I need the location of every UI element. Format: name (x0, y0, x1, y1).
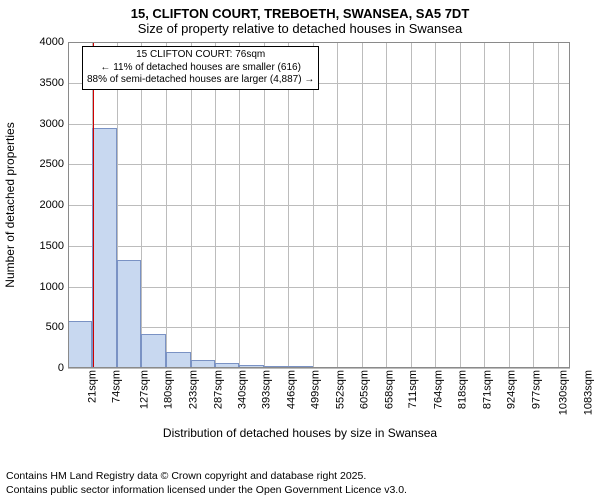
histogram-bar (264, 366, 288, 368)
annotation-box: 15 CLIFTON COURT: 76sqm← 11% of detached… (82, 46, 319, 90)
grid-line-vertical (386, 42, 387, 368)
grid-line-vertical (264, 42, 265, 368)
grid-line-vertical (239, 42, 240, 368)
x-tick-label: 924sqm (504, 370, 518, 409)
histogram-bar (509, 367, 533, 368)
x-tick-label: 764sqm (430, 370, 444, 409)
x-tick-label: 552sqm (332, 370, 346, 409)
grid-line-horizontal (68, 164, 570, 165)
histogram-bar (239, 365, 263, 368)
x-tick-label: 233sqm (185, 370, 199, 409)
plot-area: 05001000150020002500300035004000 21sqm74… (68, 42, 570, 368)
grid-line-horizontal (68, 124, 570, 125)
x-tick-label: 605sqm (357, 370, 371, 409)
x-tick-label: 446sqm (283, 370, 297, 409)
grid-line-vertical (166, 42, 167, 368)
grid-line-vertical (313, 42, 314, 368)
grid-line-vertical (68, 42, 69, 368)
histogram-bar (484, 367, 508, 368)
x-tick-label: 499sqm (308, 370, 322, 409)
histogram-bar (166, 352, 191, 368)
chart-container: 15, CLIFTON COURT, TREBOETH, SWANSEA, SA… (0, 0, 600, 500)
grid-line-vertical (558, 42, 559, 368)
grid-line-horizontal (68, 205, 570, 206)
grid-line-horizontal (68, 287, 570, 288)
x-axis-label: Distribution of detached houses by size … (0, 426, 600, 440)
grid-line-horizontal (68, 246, 570, 247)
histogram-bar (435, 367, 459, 368)
grid-line-vertical (509, 42, 510, 368)
histogram-bar (533, 367, 557, 368)
grid-line-vertical (411, 42, 412, 368)
x-tick-label: 658sqm (381, 370, 395, 409)
annotation-line: ← 11% of detached houses are smaller (61… (87, 62, 314, 75)
y-tick-label: 2500 (40, 158, 68, 170)
grid-line-vertical (288, 42, 289, 368)
grid-line-horizontal (68, 368, 570, 369)
histogram-bar (411, 367, 436, 368)
y-axis-label: Number of detached properties (3, 122, 17, 287)
y-tick-label: 0 (58, 362, 68, 374)
histogram-bar (337, 367, 361, 368)
histogram-bar (141, 334, 165, 368)
x-tick-label: 74sqm (109, 370, 123, 403)
x-tick-label: 287sqm (210, 370, 224, 409)
y-tick-label: 500 (46, 321, 68, 333)
x-tick-label: 711sqm (405, 370, 419, 408)
annotation-line: 88% of semi-detached houses are larger (… (87, 74, 314, 87)
x-tick-label: 977sqm (528, 370, 542, 409)
y-tick-label: 1000 (40, 281, 68, 293)
chart-subtitle: Size of property relative to detached ho… (0, 21, 600, 38)
histogram-bar (215, 363, 239, 368)
x-tick-label: 21sqm (85, 370, 99, 403)
grid-line-vertical (362, 42, 363, 368)
grid-line-horizontal (68, 42, 570, 43)
annotation-line: 15 CLIFTON COURT: 76sqm (87, 49, 314, 62)
histogram-bar (68, 321, 92, 368)
histogram-bar (558, 367, 570, 368)
histogram-bar (191, 360, 215, 368)
reference-line (93, 42, 94, 368)
grid-line-vertical (191, 42, 192, 368)
y-tick-label: 3500 (40, 77, 68, 89)
chart-title: 15, CLIFTON COURT, TREBOETH, SWANSEA, SA… (0, 0, 600, 21)
histogram-bar (117, 260, 141, 368)
x-tick-label: 818sqm (455, 370, 469, 409)
grid-line-vertical (484, 42, 485, 368)
histogram-bar (313, 367, 337, 368)
grid-line-vertical (533, 42, 534, 368)
x-tick-label: 1083sqm (580, 370, 594, 415)
histogram-bar (362, 367, 386, 368)
histogram-bar (92, 128, 116, 368)
footer-line-2: Contains public sector information licen… (6, 484, 407, 496)
x-tick-label: 127sqm (136, 370, 150, 409)
x-tick-label: 1030sqm (556, 370, 570, 415)
y-tick-label: 1500 (40, 240, 68, 252)
histogram-bar (460, 367, 484, 368)
grid-line-vertical (460, 42, 461, 368)
histogram-bar (288, 366, 312, 368)
grid-line-vertical (215, 42, 216, 368)
histogram-bar (386, 367, 410, 368)
y-tick-label: 4000 (40, 36, 68, 48)
grid-line-vertical (435, 42, 436, 368)
x-tick-label: 871sqm (479, 370, 493, 409)
y-tick-label: 2000 (40, 199, 68, 211)
x-tick-label: 180sqm (161, 370, 175, 409)
grid-line-vertical (337, 42, 338, 368)
y-tick-label: 3000 (40, 118, 68, 130)
footer-line-1: Contains HM Land Registry data © Crown c… (6, 470, 366, 482)
x-tick-label: 393sqm (259, 370, 273, 409)
grid-line-vertical (141, 42, 142, 368)
x-tick-label: 340sqm (235, 370, 249, 409)
grid-line-horizontal (68, 327, 570, 328)
